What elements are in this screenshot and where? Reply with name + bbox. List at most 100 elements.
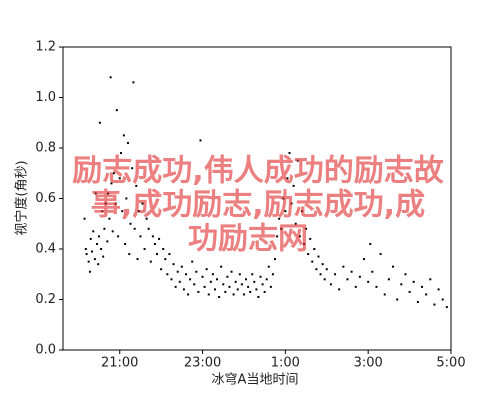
point bbox=[242, 293, 245, 296]
point bbox=[176, 270, 179, 273]
point bbox=[115, 109, 118, 112]
point bbox=[220, 265, 223, 268]
point bbox=[83, 217, 86, 220]
point bbox=[122, 134, 125, 137]
point bbox=[325, 268, 328, 271]
point bbox=[429, 278, 432, 281]
point bbox=[375, 285, 378, 288]
point bbox=[174, 285, 177, 288]
point bbox=[93, 258, 96, 261]
point bbox=[109, 76, 112, 79]
point bbox=[180, 265, 183, 268]
point bbox=[249, 290, 252, 293]
point bbox=[288, 152, 291, 155]
point bbox=[421, 285, 424, 288]
point bbox=[350, 270, 353, 273]
point bbox=[184, 273, 187, 276]
point bbox=[111, 230, 114, 233]
point bbox=[84, 248, 87, 250]
point bbox=[118, 177, 121, 180]
point bbox=[282, 197, 285, 200]
point bbox=[211, 273, 214, 276]
point bbox=[307, 253, 310, 256]
point bbox=[141, 202, 144, 205]
point bbox=[346, 278, 349, 281]
point bbox=[379, 253, 382, 256]
point bbox=[100, 248, 103, 250]
point bbox=[371, 270, 374, 273]
point bbox=[104, 202, 107, 205]
point bbox=[445, 306, 448, 309]
point bbox=[119, 152, 122, 155]
point bbox=[135, 184, 138, 187]
point bbox=[129, 222, 132, 225]
point bbox=[323, 278, 326, 281]
point bbox=[97, 263, 100, 266]
y-tick-label: 0.8 bbox=[35, 141, 56, 156]
point bbox=[101, 210, 104, 213]
point bbox=[269, 285, 272, 288]
x-tick-label: 3:00 bbox=[354, 356, 383, 371]
x-axis-label: 冰穹A当地时间 bbox=[212, 372, 299, 388]
point bbox=[94, 192, 97, 195]
point bbox=[240, 283, 243, 286]
point bbox=[218, 295, 221, 298]
x-tick-label: 21:00 bbox=[101, 356, 138, 371]
point bbox=[224, 290, 227, 293]
point bbox=[182, 288, 185, 291]
point bbox=[160, 268, 163, 271]
point bbox=[98, 235, 101, 238]
point bbox=[342, 265, 345, 268]
point bbox=[271, 273, 274, 276]
point bbox=[149, 260, 152, 263]
point bbox=[387, 278, 390, 281]
point bbox=[103, 227, 106, 230]
point bbox=[207, 293, 210, 296]
point bbox=[276, 235, 279, 238]
point bbox=[201, 275, 204, 278]
point bbox=[162, 248, 165, 250]
point bbox=[112, 172, 115, 175]
x-tick-label: 23:00 bbox=[184, 356, 221, 371]
point bbox=[263, 290, 266, 293]
point bbox=[396, 298, 399, 301]
point bbox=[203, 285, 206, 288]
point bbox=[298, 235, 301, 238]
point bbox=[108, 217, 111, 220]
point bbox=[92, 230, 95, 233]
point bbox=[197, 290, 200, 293]
point bbox=[309, 237, 312, 240]
point bbox=[205, 268, 208, 271]
point bbox=[114, 202, 117, 205]
point bbox=[292, 184, 295, 187]
point bbox=[199, 139, 202, 142]
point bbox=[234, 280, 237, 283]
point bbox=[313, 248, 316, 250]
point bbox=[278, 217, 281, 220]
point bbox=[137, 210, 140, 213]
point bbox=[85, 253, 88, 256]
point bbox=[284, 210, 287, 213]
point bbox=[107, 192, 110, 195]
point bbox=[441, 298, 444, 301]
point bbox=[247, 285, 250, 288]
point bbox=[315, 268, 318, 271]
point bbox=[106, 240, 109, 243]
point bbox=[172, 263, 175, 266]
point bbox=[178, 280, 181, 283]
point bbox=[354, 285, 357, 288]
point bbox=[296, 159, 299, 162]
point bbox=[90, 250, 93, 253]
point bbox=[400, 283, 403, 286]
x-tick-label: 1:00 bbox=[271, 356, 300, 371]
point bbox=[153, 242, 156, 245]
point bbox=[329, 283, 332, 286]
y-tick-label: 0.4 bbox=[35, 242, 56, 257]
point bbox=[236, 288, 239, 291]
point bbox=[87, 260, 90, 263]
y-tick-label: 0.0 bbox=[35, 343, 56, 358]
point bbox=[155, 253, 158, 256]
point bbox=[216, 278, 219, 281]
y-tick-label: 1.0 bbox=[35, 90, 56, 105]
point bbox=[136, 258, 139, 261]
